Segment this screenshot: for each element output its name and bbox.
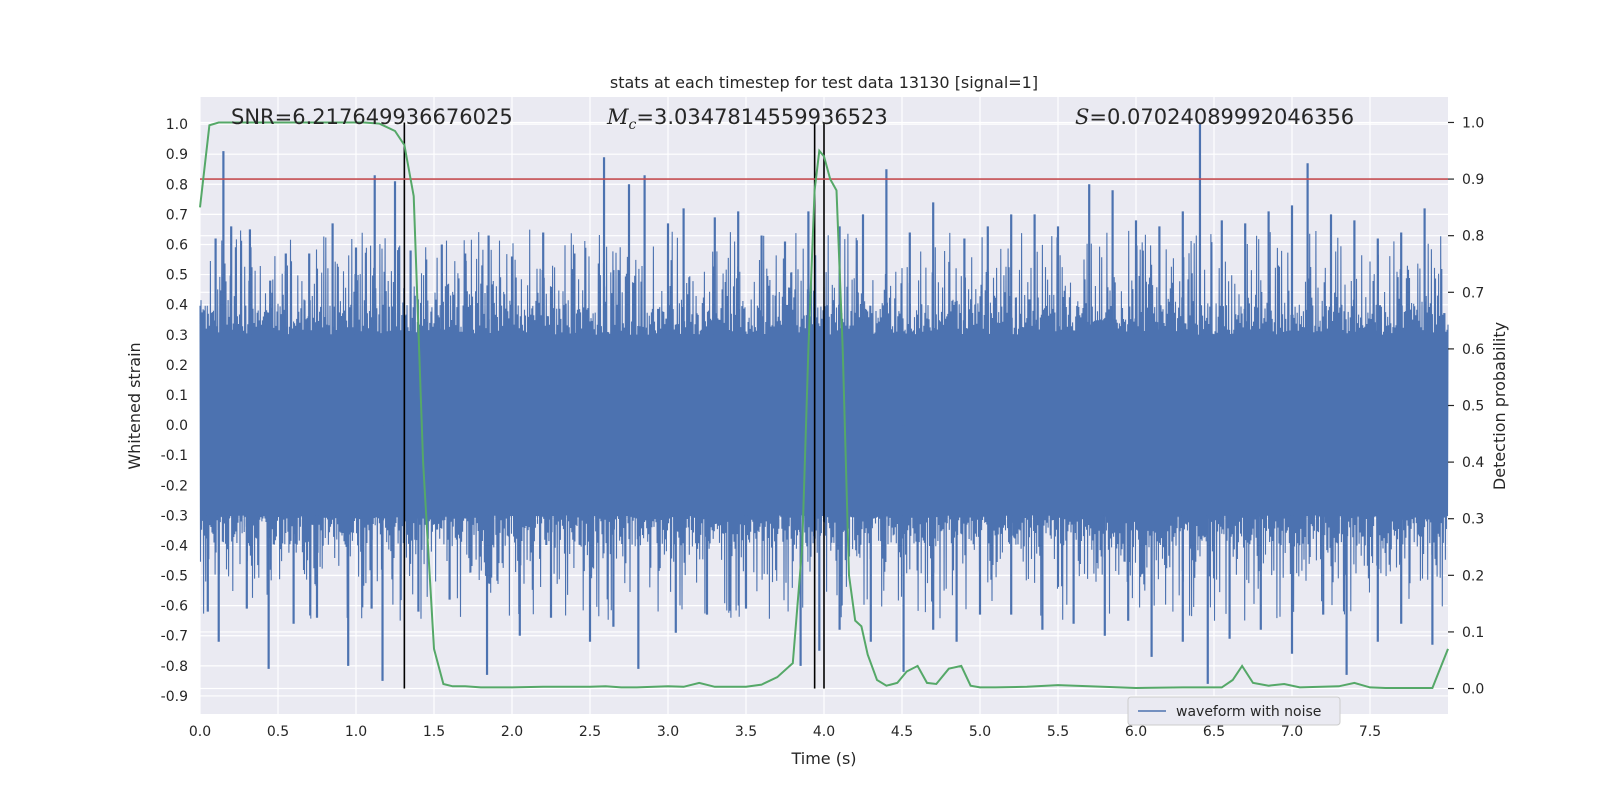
y-tick-label-2: 0.8 (166, 177, 188, 193)
y-tick-label-0: 1.0 (166, 117, 188, 133)
y2-axis-title: Detection probability (1490, 322, 1509, 490)
y-tick-label-12: -0.2 (161, 478, 188, 494)
x-tick-label-4: 2.0 (501, 724, 523, 740)
x-tick-labels: 0.0 0.5 1.0 1.5 2.0 2.5 3.0 3.5 4.0 4.5 5.0 5.5 6.0 6… (189, 724, 1381, 740)
y2-tick-label-3: 0.7 (1462, 285, 1484, 301)
x-tick-label-13: 6.5 (1203, 724, 1225, 740)
legend-box (1127, 696, 1341, 726)
y-tick-label-14: -0.4 (161, 538, 188, 554)
chirp-mass-symbol: M (606, 105, 629, 129)
y2-tick-label-0: 1.0 (1462, 115, 1484, 131)
x-axis-title: Time (s) (790, 749, 856, 768)
y2-tick-label-5: 0.5 (1462, 399, 1484, 415)
chirp-mass-annotation: Mc=3.0347814559936523 (606, 105, 888, 133)
y2-tick-label-9: 0.1 (1462, 625, 1484, 641)
chirp-mass-subscript: c (629, 117, 637, 133)
detection-probability-line (199, 121, 1449, 690)
y-tick-label-9: 0.1 (166, 388, 188, 404)
x-tick-label-11: 5.5 (1047, 724, 1069, 740)
detection-probability-series (199, 121, 1449, 690)
y-axis-title: Whitened strain (125, 342, 144, 469)
y2-tick-label-10: 0.0 (1462, 682, 1484, 698)
y-tick-label-18: -0.8 (161, 659, 188, 675)
vertical-markers (403, 122, 825, 689)
x-tick-label-2: 1.0 (345, 724, 367, 740)
s-symbol: S (1075, 105, 1089, 129)
x-tick-label-8: 4.0 (813, 724, 835, 740)
legend-label: waveform with noise (1176, 704, 1321, 720)
legend: waveform with noise (1127, 696, 1341, 726)
y2-tick-labels: 1.0 0.9 0.8 0.7 0.6 0.5 0.4 0.3 0.2 0.1 0.0 (1448, 115, 1484, 698)
y-tick-label-13: -0.3 (161, 508, 188, 524)
x-tick-label-6: 3.0 (657, 724, 679, 740)
y-tick-labels: 1.0 0.9 0.8 0.7 0.6 0.5 0.4 0.3 0.2 0.1 0.0 -0.1 -0.… (161, 117, 188, 705)
x-tick-label-14: 7.0 (1281, 724, 1303, 740)
x-tick-label-3: 1.5 (423, 724, 445, 740)
s-value: =0.07024089992046356 (1089, 105, 1354, 129)
y2-tick-label-6: 0.4 (1462, 455, 1484, 471)
y2-tick-label-2: 0.8 (1462, 229, 1484, 245)
y-tick-label-7: 0.3 (166, 328, 188, 344)
y-tick-label-16: -0.6 (161, 599, 188, 615)
y-tick-label-10: 0.0 (166, 418, 188, 434)
y-tick-label-17: -0.7 (161, 629, 188, 645)
y-tick-label-11: -0.1 (161, 448, 188, 464)
y-tick-label-4: 0.6 (166, 237, 188, 253)
y2-tick-label-4: 0.6 (1462, 342, 1484, 358)
x-tick-label-0: 0.0 (189, 724, 211, 740)
y-tick-label-3: 0.7 (166, 207, 188, 223)
y-tick-label-8: 0.2 (166, 358, 188, 374)
s-annotation: S=0.07024089992046356 (1075, 105, 1354, 129)
y-tick-label-15: -0.5 (161, 569, 188, 585)
x-tick-label-10: 5.0 (969, 724, 991, 740)
snr-annotation: SNR=6.217649936676025 (231, 105, 513, 129)
y-tick-label-5: 0.5 (166, 268, 188, 284)
x-tick-label-1: 0.5 (267, 724, 289, 740)
y-tick-label-1: 0.9 (166, 147, 188, 163)
y-tick-label-6: 0.4 (166, 298, 188, 314)
x-tick-label-9: 4.5 (891, 724, 913, 740)
x-tick-label-12: 6.0 (1125, 724, 1147, 740)
x-tick-label-15: 7.5 (1359, 724, 1381, 740)
y2-tick-label-7: 0.3 (1462, 512, 1484, 528)
x-tick-label-7: 3.5 (735, 724, 757, 740)
x-tick-label-5: 2.5 (579, 724, 601, 740)
chirp-mass-value: =3.0347814559936523 (636, 105, 887, 129)
y2-tick-label-8: 0.2 (1462, 568, 1484, 584)
chart-title: stats at each timestep for test data 131… (610, 73, 1038, 92)
y-tick-label-19: -0.9 (161, 689, 188, 705)
y2-tick-label-1: 0.9 (1462, 172, 1484, 188)
